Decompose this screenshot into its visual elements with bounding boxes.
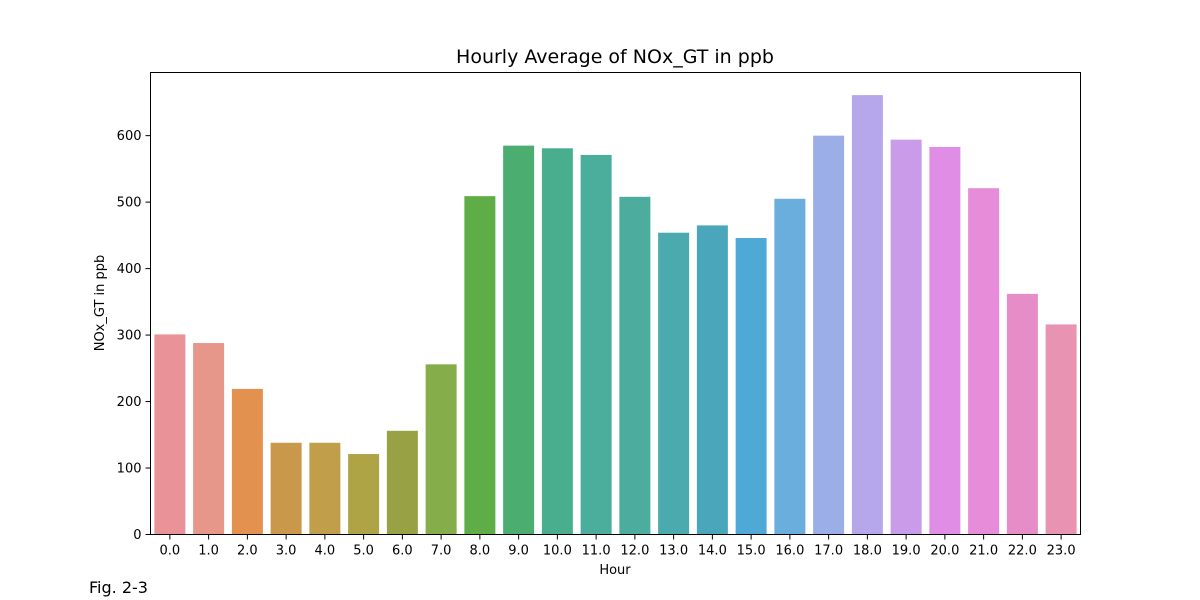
bar-hour-5.0 [348,454,380,535]
x-tick-label: 21.0 [969,544,998,559]
bar-hour-4.0 [309,442,341,535]
bar-hour-8.0 [464,196,496,535]
x-tick-label: 23.0 [1047,544,1076,559]
y-tick-label: 200 [117,395,142,410]
bar-hour-10.0 [541,148,573,535]
figure-caption: Fig. 2-3 [89,578,148,597]
bar-hour-11.0 [580,154,612,535]
y-axis-label: NOx_GT in ppb [93,255,108,352]
bar-hour-20.0 [929,146,961,535]
y-tick-label: 400 [117,262,142,277]
x-tick-label: 14.0 [698,544,727,559]
bar-hour-1.0 [193,343,225,535]
x-tick-label: 12.0 [620,544,649,559]
x-tick-label: 15.0 [737,544,766,559]
x-tick-label: 10.0 [543,544,572,559]
x-tick-label: 13.0 [659,544,688,559]
bar-hour-2.0 [231,388,263,535]
x-tick-label: 16.0 [775,544,804,559]
bar-hour-7.0 [425,364,457,535]
bar-hour-16.0 [774,198,806,535]
bar-hour-13.0 [658,232,690,535]
x-tick-label: 0.0 [160,544,181,559]
y-tick-label: 100 [117,462,142,477]
x-tick-label: 11.0 [582,544,611,559]
y-tick-label: 300 [117,329,142,344]
bar-hour-22.0 [1006,293,1038,535]
x-tick-label: 7.0 [431,544,452,559]
x-tick-label: 4.0 [315,544,336,559]
bar-hour-6.0 [386,430,418,535]
x-tick-label: 2.0 [237,544,258,559]
x-tick-label: 22.0 [1008,544,1037,559]
x-tick-label: 5.0 [353,544,374,559]
bar-hour-12.0 [619,196,651,535]
y-axis: 0 100 200 300 400 500 600 [117,129,151,543]
bar-hour-3.0 [270,442,302,535]
bar-hour-18.0 [851,95,883,535]
bar-hour-17.0 [813,135,845,535]
y-tick-label: 0 [133,528,141,543]
chart-title: Hourly Average of NOx_GT in ppb [456,46,774,68]
x-tick-label: 20.0 [930,544,959,559]
x-tick-label: 17.0 [814,544,843,559]
x-tick-label: 1.0 [198,544,219,559]
plot-frame [150,72,1081,535]
bar-hour-23.0 [1045,324,1077,535]
bar-hour-15.0 [735,238,767,535]
bar-hour-21.0 [968,188,1000,535]
y-tick-label: 600 [117,129,142,144]
bar-hour-14.0 [696,225,728,535]
x-tick-label: 6.0 [392,544,413,559]
x-axis-label: Hour [599,563,631,578]
x-axis: 0.0 1.0 2.0 3.0 4.0 5.0 6.0 7.0 8.0 9.0 10.0 11.0 12… [160,534,1076,559]
bars-group [154,95,1077,535]
x-tick-label: 18.0 [853,544,882,559]
x-tick-label: 19.0 [892,544,921,559]
y-tick-label: 500 [117,196,142,211]
x-tick-label: 9.0 [508,544,529,559]
x-tick-label: 3.0 [276,544,297,559]
bar-hour-0.0 [154,334,186,535]
x-tick-label: 8.0 [470,544,491,559]
bar-hour-19.0 [890,139,922,535]
bar-hour-9.0 [503,145,535,535]
